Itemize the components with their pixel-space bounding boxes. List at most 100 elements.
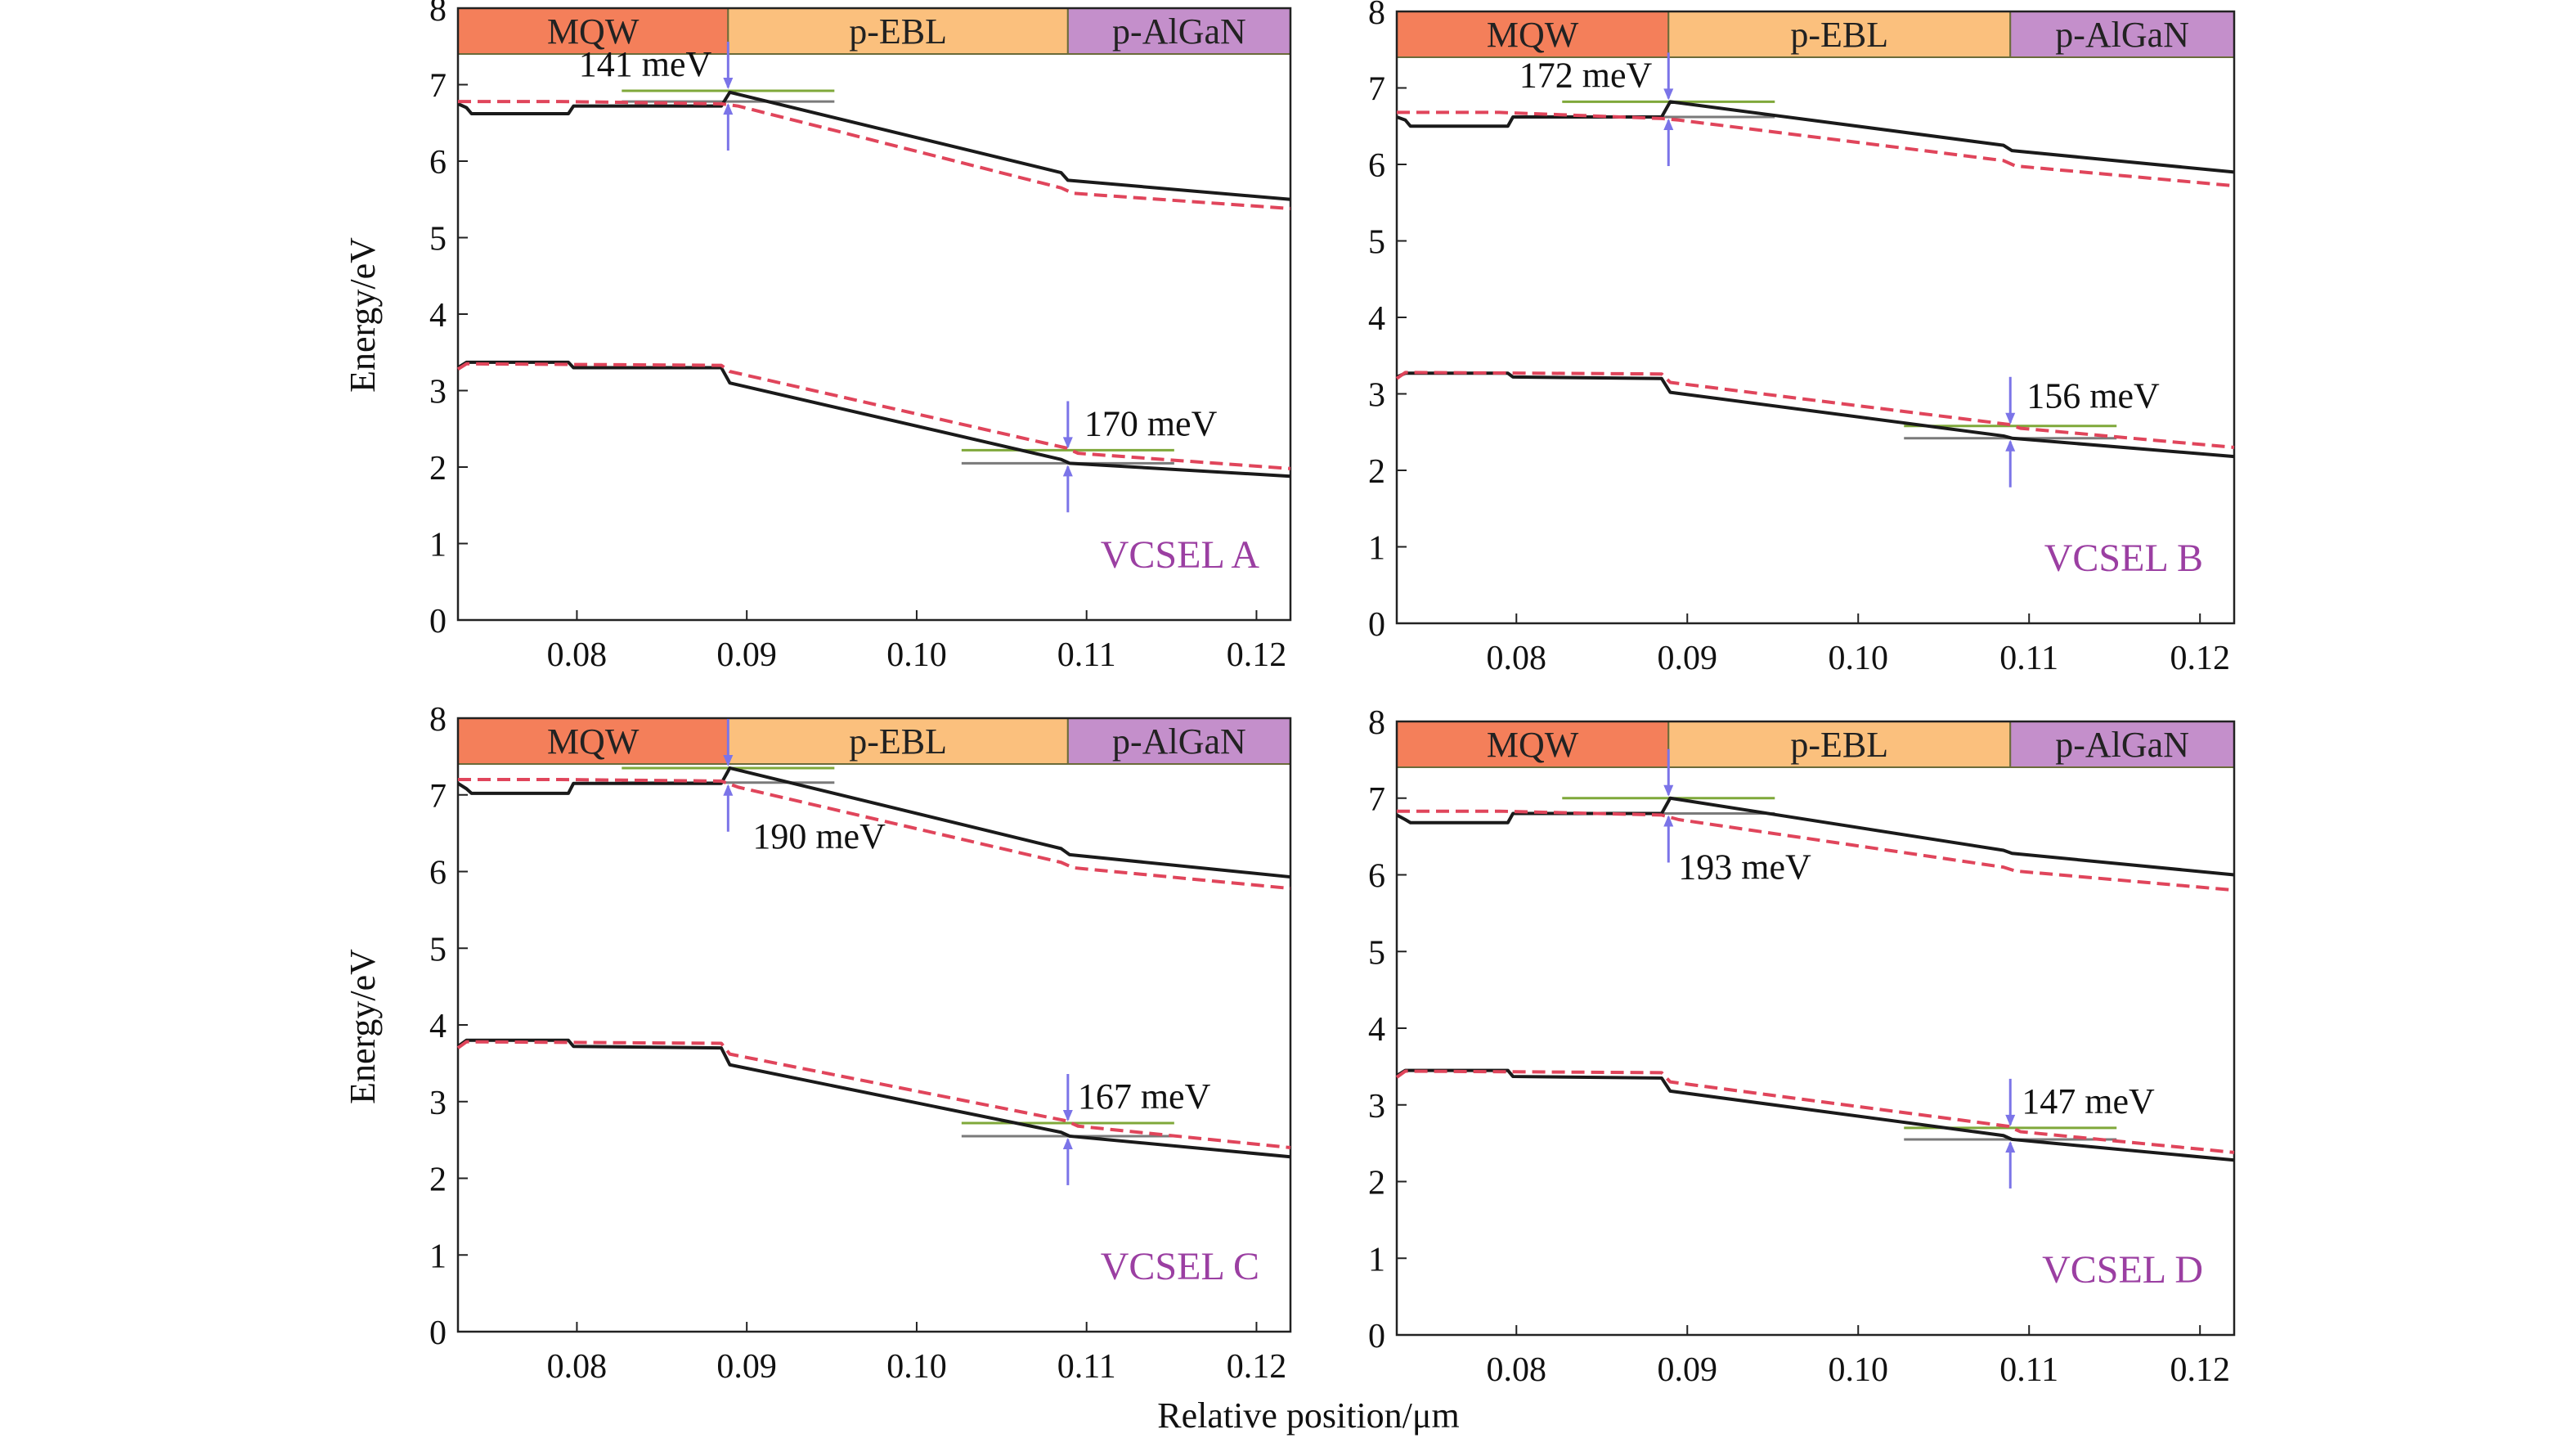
x-tick-label: 0.10 xyxy=(886,1348,947,1386)
arrowhead xyxy=(1062,465,1073,477)
arrowhead xyxy=(2005,1140,2016,1153)
annotation-label: 193 meV xyxy=(1678,847,1811,888)
arrowhead xyxy=(723,77,734,89)
annotation-label: 147 meV xyxy=(2022,1081,2155,1121)
series-line-solid xyxy=(1396,100,2235,174)
series-line-dashed xyxy=(456,362,1291,470)
y-tick-label: 3 xyxy=(429,1085,447,1122)
series-line-solid xyxy=(456,766,1291,879)
region-label: MQW xyxy=(1487,725,1579,765)
annotation-label: 170 meV xyxy=(1084,403,1218,443)
panel-label: VCSEL A xyxy=(1101,533,1260,577)
y-tick-label: 5 xyxy=(1368,224,1385,262)
x-tick-label: 0.12 xyxy=(1227,1348,1287,1386)
panel-4: MQW p-EBL p-AlGaN 0 1 2 3 4 5 6 7 8 0.08 0.09 0.10 0.11… xyxy=(1368,704,2236,1389)
y-tick-label: 6 xyxy=(429,855,447,892)
region-label: MQW xyxy=(547,11,640,52)
series-line-solid xyxy=(456,1038,1291,1159)
region-label: p-AlGaN xyxy=(2055,15,2189,55)
y-tick-label: 2 xyxy=(1368,1165,1385,1202)
plot-frame xyxy=(1395,10,2236,625)
series-line-dashed xyxy=(1397,809,2235,892)
arrowhead xyxy=(1663,815,1674,827)
x-tick-label: 0.08 xyxy=(547,1348,608,1386)
x-tick-label: 0.09 xyxy=(1658,1351,1718,1389)
y-tick-label: 5 xyxy=(429,221,447,258)
plot-frame xyxy=(456,7,1292,622)
y-tick-label: 6 xyxy=(1368,147,1385,185)
arrowhead xyxy=(723,784,734,796)
arrowhead xyxy=(1062,1110,1073,1121)
y-tick-label: 7 xyxy=(429,778,447,816)
region-band-2 xyxy=(1066,7,1291,55)
arrowhead xyxy=(1062,437,1073,449)
region-label: MQW xyxy=(547,721,640,762)
region-band-2 xyxy=(2009,721,2236,768)
y-tick-label: 7 xyxy=(429,68,447,106)
y-tick-label: 7 xyxy=(1368,781,1385,819)
x-tick-label: 0.09 xyxy=(716,636,777,674)
y-tick-label: 3 xyxy=(1368,377,1385,415)
region-band-1 xyxy=(1667,11,2012,58)
y-tick-label: 7 xyxy=(1368,71,1385,109)
y-tick-label: 8 xyxy=(429,701,447,739)
x-tick-label: 0.09 xyxy=(716,1348,777,1386)
y-axis-label-top: Energy/eV xyxy=(343,237,383,393)
y-tick-label: 8 xyxy=(1368,0,1385,32)
series-line-dashed xyxy=(1395,371,2235,449)
x-tick-label: 0.12 xyxy=(1227,636,1287,674)
y-tick-label: 1 xyxy=(429,1238,447,1275)
y-tick-label: 2 xyxy=(1368,453,1385,491)
annotation-label: 190 meV xyxy=(752,816,886,856)
series-line-dashed xyxy=(456,1040,1291,1149)
series-line-dashed xyxy=(458,100,1291,210)
x-tick-label: 0.11 xyxy=(1999,1351,2058,1389)
y-tick-label: 1 xyxy=(429,527,447,564)
annotation-label: 172 meV xyxy=(1519,55,1653,95)
annotation-label: 167 meV xyxy=(1078,1076,1211,1117)
panel-label: VCSEL B xyxy=(2044,537,2203,580)
annotation-label: 156 meV xyxy=(2026,375,2160,416)
y-tick-label: 3 xyxy=(429,374,447,411)
x-tick-label: 0.10 xyxy=(886,636,947,674)
series-line-dashed xyxy=(1397,110,2235,188)
y-tick-label: 1 xyxy=(1368,530,1385,568)
x-tick-label: 0.12 xyxy=(2170,1351,2230,1389)
x-tick-label: 0.08 xyxy=(1487,640,1547,677)
y-tick-label: 4 xyxy=(1368,300,1385,338)
y-tick-label: 8 xyxy=(1368,704,1385,742)
y-tick-label: 6 xyxy=(429,144,447,182)
region-band-0 xyxy=(457,7,729,55)
y-tick-label: 4 xyxy=(429,297,447,335)
x-tick-label: 0.10 xyxy=(1828,1351,1888,1389)
region-label: p-EBL xyxy=(849,721,947,762)
region-band-0 xyxy=(1396,721,1670,768)
region-band-1 xyxy=(727,717,1069,765)
y-tick-label: 0 xyxy=(1368,1318,1385,1355)
series-line-dashed xyxy=(1395,1069,2235,1154)
arrowhead xyxy=(1663,88,1674,101)
x-tick-label: 0.09 xyxy=(1658,640,1718,677)
x-tick-label: 0.12 xyxy=(2170,640,2230,677)
region-band-2 xyxy=(1066,717,1291,765)
region-label: p-EBL xyxy=(1790,15,1888,55)
arrowhead xyxy=(2005,412,2016,425)
x-axis-label: Relative position/μm xyxy=(1157,1395,1459,1436)
panel-1: MQW p-EBL p-AlGaN 0 1 2 3 4 5 6 7 8 0.08 0.09 0.10 0.11… xyxy=(429,0,1292,674)
x-tick-label: 0.11 xyxy=(1057,636,1116,674)
series-line-solid xyxy=(1396,796,2235,877)
y-tick-label: 8 xyxy=(429,0,447,29)
panel-label: VCSEL D xyxy=(2042,1248,2203,1292)
arrowhead xyxy=(723,754,734,766)
y-tick-label: 4 xyxy=(1368,1011,1385,1049)
region-label: MQW xyxy=(1487,15,1579,55)
region-band-0 xyxy=(457,717,729,765)
x-tick-label: 0.11 xyxy=(1057,1348,1116,1386)
series-line-dashed xyxy=(458,778,1291,891)
y-axis-label-bottom: Energy/eV xyxy=(343,949,383,1104)
region-label: p-EBL xyxy=(849,11,947,52)
region-label: p-AlGaN xyxy=(1112,721,1246,762)
arrowhead xyxy=(723,103,734,115)
y-tick-label: 0 xyxy=(429,1314,447,1352)
